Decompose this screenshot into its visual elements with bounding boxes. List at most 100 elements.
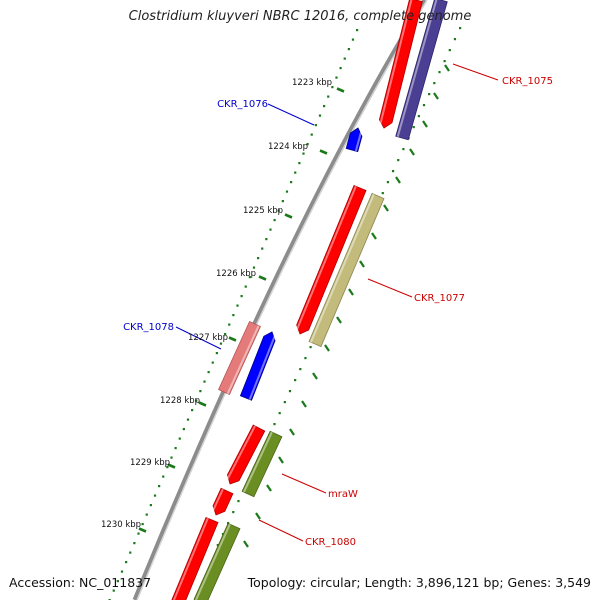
ruler-dot	[318, 114, 322, 117]
ruler-dot	[335, 76, 338, 79]
ruler-minor-tick	[444, 64, 450, 72]
ruler-minor-tick	[324, 344, 330, 352]
ruler-dot	[310, 133, 313, 136]
label-leaders	[175, 63, 499, 542]
ruler-minor-tick	[243, 540, 249, 548]
ruler-dot	[236, 304, 239, 307]
ruler-dot	[290, 181, 293, 184]
gene-label: CKR_1078	[123, 322, 174, 333]
cds-ckr-1076-shine	[354, 128, 363, 152]
ruler-dot	[137, 532, 140, 535]
map-title: Clostridium kluyveri NBRC 12016, complet…	[128, 9, 472, 24]
ruler-dot	[343, 57, 346, 60]
ruler-tick	[336, 87, 345, 93]
ruler-tick-label: 1227 kbp	[188, 333, 228, 343]
gene-ckr-1075	[395, 0, 448, 141]
ruler-dot-outer	[278, 412, 281, 415]
ruler-dot	[120, 570, 124, 573]
cds-ckr-1077	[296, 185, 367, 335]
ruler-minor-tick	[348, 288, 354, 296]
cds-ckr-1078-shine	[248, 333, 277, 400]
ruler-minor-tick	[255, 512, 261, 520]
ruler-minor-tick	[433, 92, 439, 100]
ruler-dot-outer	[397, 159, 400, 162]
ruler-tick	[319, 149, 328, 155]
ruler-dot	[207, 371, 210, 374]
gene-ckr-1077	[308, 192, 385, 348]
ruler-dot	[261, 247, 264, 250]
cds-ckr-1080-shine	[211, 488, 224, 514]
ruler-dot	[248, 276, 251, 279]
ruler-minor-tick	[383, 204, 389, 212]
ruler-dot	[203, 380, 206, 383]
ruler-dot	[281, 200, 284, 203]
ruler-dot	[232, 314, 235, 317]
ruler-dot	[294, 171, 297, 174]
gene-ckr-1077-shine	[309, 193, 375, 343]
backbone-highlight	[136, 0, 428, 600]
gene-label: mraW	[328, 489, 358, 500]
gene-label-leader	[175, 326, 222, 350]
ruler-minor-tick	[359, 260, 365, 268]
ruler-dot	[323, 105, 326, 108]
ruler-ticks	[108, 27, 462, 600]
backbone-line	[132, 0, 428, 600]
ruler-dot-outer	[417, 115, 420, 118]
ruler-tick	[198, 401, 207, 407]
ruler-dot	[240, 295, 243, 298]
ruler-dot-outer	[438, 71, 441, 74]
ruler-dot	[331, 86, 334, 89]
ruler-minor-tick	[278, 456, 284, 464]
ruler-dot	[211, 361, 214, 364]
ruler-minor-tick	[422, 120, 428, 128]
ruler-dot	[277, 209, 280, 212]
ruler-dot	[178, 437, 181, 440]
ruler-tick-label: 1226 kbp	[216, 269, 256, 279]
ruler-dot	[257, 257, 260, 260]
gene-label-leader	[267, 103, 315, 126]
ruler-dot	[265, 238, 268, 241]
ruler-dot-outer	[216, 544, 219, 547]
cds-mraw	[227, 424, 266, 485]
ruler-dot	[129, 551, 132, 554]
ruler-dot-outer	[283, 401, 286, 404]
ruler-dot-outer	[381, 192, 384, 195]
ruler-dot	[125, 561, 128, 564]
ruler-tick	[167, 463, 176, 469]
ruler-dot	[186, 418, 190, 421]
gene-label-leader	[367, 278, 413, 298]
ruler-dot-outer	[232, 511, 235, 514]
ruler-dot	[314, 124, 317, 127]
ruler-dot	[252, 266, 256, 269]
ruler-minor-tick	[371, 232, 377, 240]
gene-ckr-1075-shine	[396, 0, 438, 138]
ruler-dot	[351, 38, 355, 41]
cds-ckr-1075	[378, 0, 423, 129]
ruler-dot-outer	[453, 38, 457, 41]
ruler-dot	[302, 152, 305, 155]
ruler-dot	[306, 143, 309, 146]
ruler-tick-label: 1229 kbp	[130, 458, 170, 468]
gene-label-leader	[281, 473, 327, 494]
ruler-dot-outer	[299, 368, 302, 371]
ruler-dot-outer	[443, 60, 446, 63]
ruler-tick	[258, 275, 267, 281]
ruler-dot-outer	[309, 346, 312, 349]
ruler-dot	[273, 219, 276, 222]
genome-summary-text: Topology: circular; Length: 3,896,121 bp…	[247, 575, 591, 590]
gene-label: CKR_1077	[414, 293, 465, 304]
ruler-dot-outer	[391, 170, 395, 173]
ruler-dot	[347, 48, 350, 51]
ruler-dot	[182, 428, 185, 431]
ruler-dot	[285, 190, 289, 193]
gene-ckr-1080	[193, 522, 241, 600]
ruler-dot	[224, 333, 227, 336]
ruler-dot	[228, 323, 231, 326]
ruler-tick	[284, 213, 293, 219]
gene-label: CKR_1075	[502, 76, 553, 87]
ruler-dot-outer	[273, 423, 276, 426]
gene-mraw	[241, 430, 283, 498]
gene-ckr-1078	[218, 320, 261, 396]
labels: 1223 kbp 1224 kbp 1225 kbp 1226 kbp 1227 kbp…	[101, 76, 553, 548]
